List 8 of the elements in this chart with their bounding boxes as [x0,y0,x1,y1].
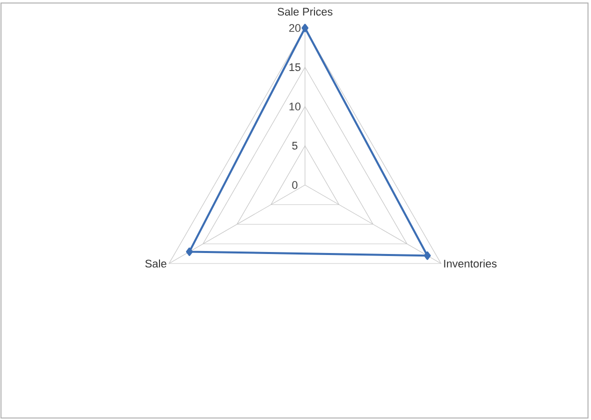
spoke-label: Sale Prices [278,8,332,16]
y-tick-label: 0 [292,181,298,189]
spoke-label: Inventories [444,259,497,268]
y-tick-label: 10 [290,102,300,110]
y-tick-label: 20 [289,24,300,32]
y-tick-label: 5 [292,142,298,150]
y-tick-label: 15 [290,63,300,72]
spoke-label: Sale [145,259,166,268]
